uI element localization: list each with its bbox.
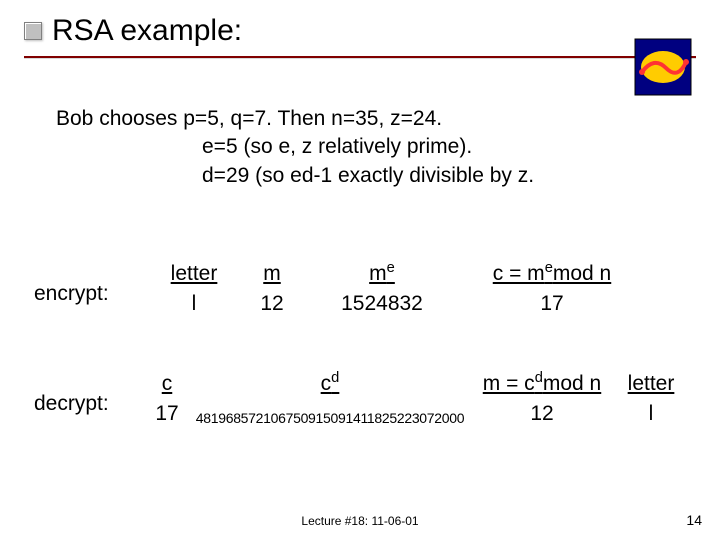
slide-logo-icon <box>634 38 692 96</box>
table-column: c = memod n 17 <box>452 262 652 316</box>
intro-line-3: d=29 (so ed-1 exactly divisible by z. <box>56 162 534 190</box>
page-title: RSA example: <box>52 14 242 48</box>
page-number: 14 <box>686 512 702 528</box>
intro-text: Bob chooses p=5, q=7. Then n=35, z=24. e… <box>56 105 534 190</box>
decrypt-row: c 17 cd 48196857210675091509141182522307200… <box>142 372 702 426</box>
table-column: letter l <box>616 372 686 426</box>
table-column: c 17 <box>142 372 192 426</box>
column-header: m <box>263 262 281 286</box>
column-header: letter <box>628 372 675 396</box>
table-column: m = cdmod n 12 <box>468 372 616 426</box>
title-rule <box>24 56 696 58</box>
column-value: l <box>192 292 197 316</box>
column-value: 1524832 <box>341 292 423 316</box>
column-value: 17 <box>155 402 178 426</box>
footer-text: Lecture #18: 11-06-01 <box>0 514 720 528</box>
column-header: m = cdmod n <box>483 372 601 396</box>
column-header: c <box>162 372 173 396</box>
encrypt-row: letter l m 12 me 1524832 c = memod n 17 <box>156 262 696 316</box>
column-value: 17 <box>540 292 563 316</box>
column-value: 12 <box>260 292 283 316</box>
title-bar: RSA example: <box>0 0 720 54</box>
table-column: me 1524832 <box>312 262 452 316</box>
table-column: m 12 <box>232 262 312 316</box>
intro-line-1: Bob chooses p=5, q=7. Then n=35, z=24. <box>56 105 534 133</box>
column-value: 481968572106750915091411825223072000 <box>196 410 464 426</box>
intro-line-2: e=5 (so e, z relatively prime). <box>56 133 534 161</box>
column-header: cd <box>321 372 340 396</box>
encrypt-label: encrypt: <box>34 282 109 306</box>
decrypt-label: decrypt: <box>34 392 109 416</box>
title-bullet-icon <box>24 22 42 40</box>
column-header: c = memod n <box>493 262 611 286</box>
column-header: letter <box>171 262 218 286</box>
column-value: 12 <box>530 402 553 426</box>
column-value: l <box>649 402 654 426</box>
column-header: me <box>369 262 395 286</box>
table-column: letter l <box>156 262 232 316</box>
table-column: cd 481968572106750915091411825223072000 <box>192 372 468 426</box>
